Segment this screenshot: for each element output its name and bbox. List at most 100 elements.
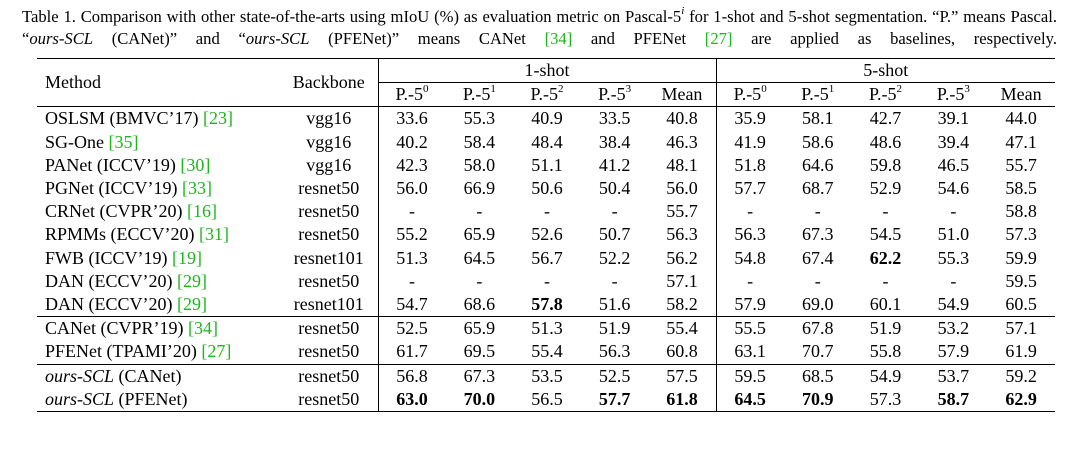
italic-text: ours-SCL [45,388,115,409]
method-cell: PFENet (TPAMI’20) [27] [37,340,280,364]
text: OSLSM (BMVC’17) [45,108,204,129]
value-cell: 54.9 [937,294,970,315]
value-cell: 70.9 [783,387,852,413]
value-cell: - [882,270,889,291]
text: RPMMs (ECCV’20) [45,224,200,245]
method-cell: CANet (CVPR’19) [34] [37,316,280,341]
column-name: P.-5 [598,84,626,105]
value-cell: 64.5 [716,387,784,413]
table-row: PANet (ICCV’19) [30] vgg16 42.3 58.0 51.1 41.… [37,153,1055,178]
value-cell: 62.2 [869,247,902,268]
value-cell: 53.7 [919,363,988,388]
value-cell: 55.3 [937,247,970,268]
value-cell: 40.9 [513,106,581,131]
column-header: P.-53 [919,82,988,107]
value-cell: 56.0 [396,178,428,199]
table-row: RPMMs (ECCV’20) [31] resnet50 55.2 65.9 52.6… [37,223,1055,247]
value-cell: 55.8 [869,341,902,362]
column-header: P.-50 [378,82,446,107]
method-cell: SG-One [35] [37,131,280,154]
value-cell: 54.5 [869,224,902,245]
value-cell: 54.9 [851,363,920,388]
value-cell: 60.8 [648,340,717,365]
value-cell: 48.1 [648,153,717,178]
value-cell: 56.8 [378,363,446,388]
method-cell: DAN (ECCV’20) [29] [37,270,280,293]
value-cell: 38.4 [598,131,631,152]
column-name: P.-5 [395,84,424,105]
backbone-cell: vgg16 [280,106,379,131]
backbone-cell: resnet50 [280,363,379,388]
method-cell: PGNet (ICCV’19) [33] [37,177,280,200]
value-cell: - [543,201,550,222]
value-cell: 57.3 [1005,224,1037,245]
column-superscript: 1 [490,83,496,96]
value-cell: 59.8 [869,154,902,175]
text: PGNet (ICCV’19) [45,178,182,199]
value-cell: 57.5 [648,363,717,388]
table-row: PGNet (ICCV’19) [33] resnet50 56.0 66.9 50.6… [37,177,1055,201]
column-superscript: 2 [896,83,903,96]
value-cell: 57.1 [987,316,1056,341]
column-superscript: 3 [625,83,632,96]
subheader-row: P.-50 P.-51 P.-52 P.-53 Mean P.-50 P.-51 P.-52 P… [37,82,1056,107]
text: DAN (ECCV’20) [45,294,177,315]
value-cell: 58.4 [463,131,496,152]
value-cell: 42.3 [396,154,428,175]
method-cell: OSLSM (BMVC’17) [23] [37,106,280,131]
value-cell: 56.3 [598,341,631,362]
value-cell: - [747,270,754,291]
table-row: FWB (ICCV’19) [19] resnet101 51.3 64.5 56.7 5… [37,246,1055,270]
column-name: P.-5 [530,84,558,105]
column-name: P.-5 [462,84,491,105]
value-cell: - [747,201,754,222]
citation: [19] [172,247,202,268]
citation: [27] [704,29,733,48]
method-cell: ours-SCL (CANet) [37,363,280,388]
table-row: PFENet (TPAMI’20) [27] resnet50 61.7 69.5 55… [37,340,1055,365]
value-cell: 54.6 [937,178,970,199]
value-cell: 57.7 [734,178,766,199]
value-cell: - [543,270,550,291]
backbone-cell: vgg16 [280,130,379,154]
backbone-cell: resnet50 [280,340,379,365]
value-cell: 55.3 [445,106,514,131]
column-name: P.-5 [801,84,829,105]
citation: [35] [108,131,139,152]
value-cell: 69.5 [463,341,496,362]
column-superscript: 0 [761,83,767,96]
backbone-cell: resnet101 [280,293,379,317]
text: Table 1. Comparison with other state-of-… [22,7,682,26]
value-cell: 46.3 [648,130,717,154]
table-row: CANet (CVPR’19) [34] resnet50 52.5 65.9 51.3… [37,316,1056,341]
citation: [27] [201,341,232,362]
value-cell: 70.7 [801,341,834,362]
text: are applied as baselines, respectively. [732,29,1057,48]
value-cell: - [950,201,957,222]
text: CRNet (CVPR’20) [45,201,188,222]
value-cell: 42.7 [851,106,920,131]
table-head: Method Backbone 1-shot 5-shot P.-50 P.-51 P.-5… [37,57,1056,107]
value-cell: 39.1 [919,106,988,131]
value-cell: 55.5 [716,316,784,341]
table-row: ours-SCL (PFENet) resnet50 63.0 70.0 56.5 57.… [37,387,1056,413]
value-cell: - [814,270,821,291]
value-cell: 67.8 [783,316,852,341]
text: (CANet)” and “ [93,29,246,48]
value-cell: 47.1 [1005,131,1037,152]
column-superscript: 3 [964,83,970,96]
value-cell: 61.7 [396,341,428,362]
value-cell: - [611,270,618,291]
method-cell: RPMMs (ECCV’20) [31] [37,223,280,246]
value-cell: 67.4 [801,247,834,268]
column-superscript: 2 [557,83,564,96]
value-cell: 33.5 [580,106,649,131]
value-cell: 48.6 [869,131,902,152]
method-cell: CRNet (CVPR’20) [16] [37,200,280,223]
value-cell: 53.2 [919,316,988,341]
italic-text: ours-SCL [45,365,115,386]
column-header: Mean [987,82,1056,107]
value-cell: 57.9 [734,294,766,315]
value-cell: 50.7 [598,224,631,245]
value-cell: 58.6 [801,131,834,152]
